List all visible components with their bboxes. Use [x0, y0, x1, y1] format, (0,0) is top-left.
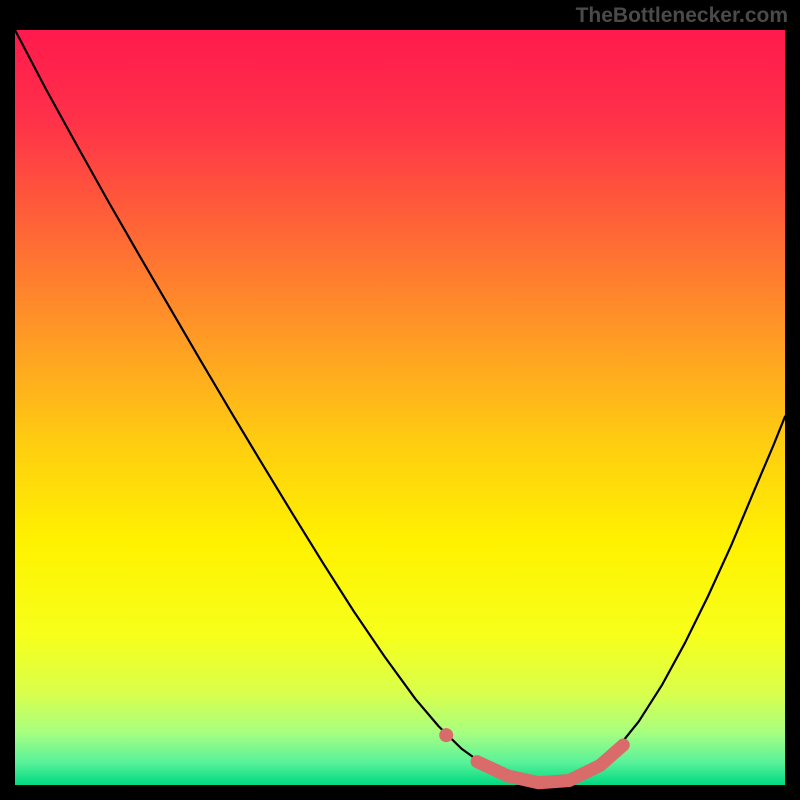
- watermark-text: TheBottlenecker.com: [576, 4, 788, 28]
- chart-container: TheBottlenecker.com: [0, 0, 800, 800]
- chart-svg: [0, 0, 800, 800]
- highlight-marker: [439, 728, 453, 742]
